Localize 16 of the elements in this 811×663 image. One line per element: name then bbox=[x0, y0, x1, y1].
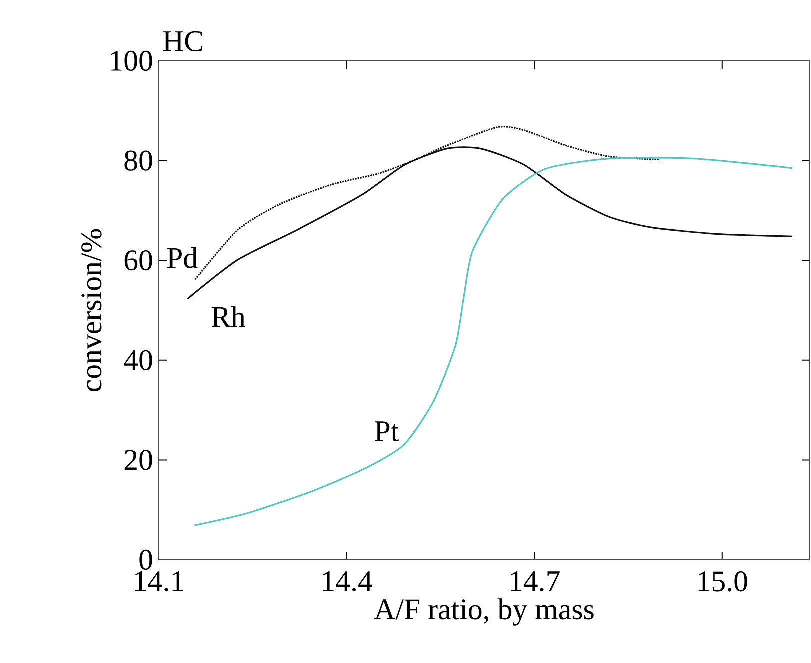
y-tick-label: 40 bbox=[124, 350, 152, 370]
series-label: Pd bbox=[167, 247, 198, 268]
series-label: Rh bbox=[212, 306, 246, 327]
series-label: Pt bbox=[375, 422, 399, 442]
x-tick-label: 15.0 bbox=[698, 572, 748, 592]
x-tick-label: 14.7 bbox=[511, 572, 560, 592]
y-tick-label: 0 bbox=[140, 550, 152, 570]
y-tick-label: 80 bbox=[124, 150, 152, 171]
y-tick-label: 60 bbox=[124, 250, 152, 271]
y-tick-label: 20 bbox=[124, 450, 152, 470]
y-axis-title: conversion/% bbox=[82, 229, 102, 392]
x-tick-label: 14.1 bbox=[135, 572, 184, 592]
x-tick-label: 14.4 bbox=[323, 572, 372, 592]
x-axis-title: A/F ratio, by mass bbox=[374, 598, 594, 626]
chart-title: HC bbox=[163, 31, 202, 52]
y-tick-label: 100 bbox=[111, 50, 152, 72]
